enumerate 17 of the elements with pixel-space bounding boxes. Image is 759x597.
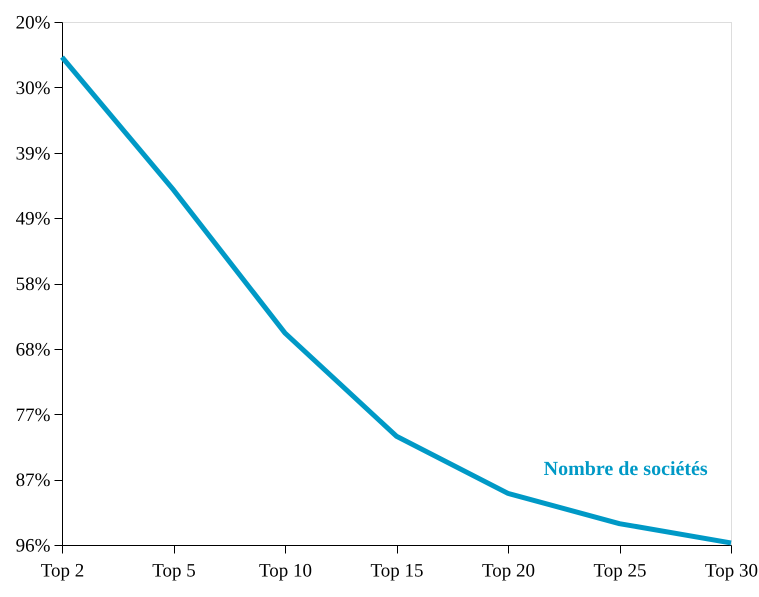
y-tick-label: 68% bbox=[16, 339, 51, 360]
x-tick-label: Top 20 bbox=[482, 560, 536, 582]
x-tick-label: Top 10 bbox=[258, 560, 312, 582]
y-tick-label: 30% bbox=[16, 78, 51, 99]
y-tick-label: 96% bbox=[16, 536, 51, 556]
y-tick-label: 58% bbox=[16, 274, 51, 295]
y-tick-label: 20% bbox=[16, 12, 51, 34]
y-tick-label: 39% bbox=[16, 143, 51, 164]
series-label: Nombre de sociétés bbox=[544, 458, 708, 480]
x-tick-label: Top 5 bbox=[152, 560, 196, 582]
x-tick-label: Top 15 bbox=[370, 560, 424, 582]
y-tick-label: 49% bbox=[16, 208, 51, 230]
y-tick-label: 77% bbox=[16, 404, 51, 426]
y-tick-label: 87% bbox=[16, 470, 51, 492]
x-tick-label: Top 25 bbox=[593, 560, 647, 582]
x-tick-label: Top 2 bbox=[40, 560, 84, 582]
x-tick-label: Top 30 bbox=[704, 560, 758, 582]
